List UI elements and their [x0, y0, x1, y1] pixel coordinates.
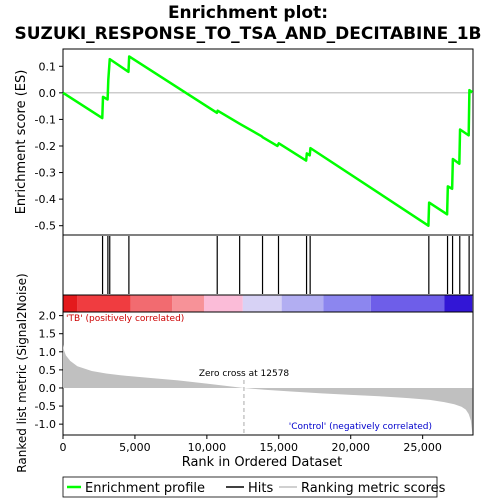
rank-y-tick-label: -1.0	[35, 418, 56, 431]
es-y-tick-label: 0.1	[39, 60, 57, 73]
rank-y-tick-label: 2.0	[39, 310, 57, 323]
colorbar-segment	[281, 295, 324, 312]
hits-panel	[62, 234, 474, 296]
es-axis-label: Enrichment score (ES)	[14, 70, 29, 215]
colorbar-segment	[130, 295, 173, 312]
rank-x-tick-label: 0	[60, 441, 67, 454]
ranking-metric-panel: 2.0 1.5 1.0 0.5 0.0 -0.5 -1.0 0 5,000 10,000 15,0…	[15, 273, 474, 473]
rank-y-tick-label: 0.0	[39, 382, 57, 395]
enrichment-profile-line	[62, 55, 474, 227]
colorbar-segment	[203, 295, 243, 312]
positive-correlation-annotation: 'TB' (positively correlated)	[66, 314, 184, 324]
hits-panel-frame	[62, 234, 474, 296]
zero-cross-annotation: Zero cross at 12578	[199, 369, 290, 379]
legend-frame	[62, 476, 438, 498]
negative-correlation-annotation: 'Control' (negatively correlated)	[289, 422, 432, 432]
es-y-tick-label: -0.3	[35, 167, 56, 180]
colorbar-segment	[323, 295, 371, 312]
es-y-tick-label: -0.5	[35, 220, 56, 233]
rank-y-tick-label: -0.5	[35, 400, 56, 413]
rank-panel-frame	[62, 311, 474, 436]
rank-y-tick-label: 1.0	[39, 346, 57, 359]
rank-x-axis-label: Rank in Ordered Dataset	[182, 455, 343, 470]
ranking-metric-area	[63, 344, 473, 434]
colorbar-segment	[77, 295, 131, 312]
colorbar-segment	[63, 295, 78, 312]
rank-x-tick-label: 5,000	[119, 441, 151, 454]
es-y-tick-label: -0.2	[35, 140, 56, 153]
colorbar-segment	[444, 295, 473, 312]
colorbar-segment	[370, 295, 445, 312]
chart-title-line2: SUZUKI_RESPONSE_TO_TSA_AND_DECITABINE_1B	[14, 24, 481, 44]
es-y-tick-label: 0.0	[39, 87, 57, 100]
legend-label-enrichment-profile: Enrichment profile	[85, 481, 205, 496]
legend-label-ranking-metric: Ranking metric scores	[301, 481, 446, 496]
rank-x-tick-label: 20,000	[331, 441, 370, 454]
legend-label-hits: Hits	[248, 481, 273, 496]
chart-title-line1: Enrichment plot:	[168, 3, 328, 23]
es-panel-frame	[62, 48, 474, 236]
rank-x-tick-label: 25,000	[403, 441, 442, 454]
es-y-tick-label: -0.4	[35, 193, 56, 206]
rank-x-tick-label: 10,000	[188, 441, 227, 454]
legend: Enrichment profile Hits Ranking metric s…	[62, 476, 446, 498]
rank-y-tick-label: 0.5	[39, 364, 57, 377]
colorbar-segment	[172, 295, 204, 312]
rank-y-axis-label: Ranked list metric (Signal2Noise)	[15, 273, 29, 472]
rank-y-tick-label: 1.5	[39, 328, 57, 341]
es-y-tick-label: -0.1	[35, 113, 56, 126]
enrichment-score-panel: 0.1 0.0 -0.1 -0.2 -0.3 -0.4 -0.5 Enrichment sc…	[14, 48, 474, 236]
rank-x-tick-label: 15,000	[260, 441, 299, 454]
rank-colorbar	[62, 294, 474, 313]
colorbar-segment	[242, 295, 282, 312]
